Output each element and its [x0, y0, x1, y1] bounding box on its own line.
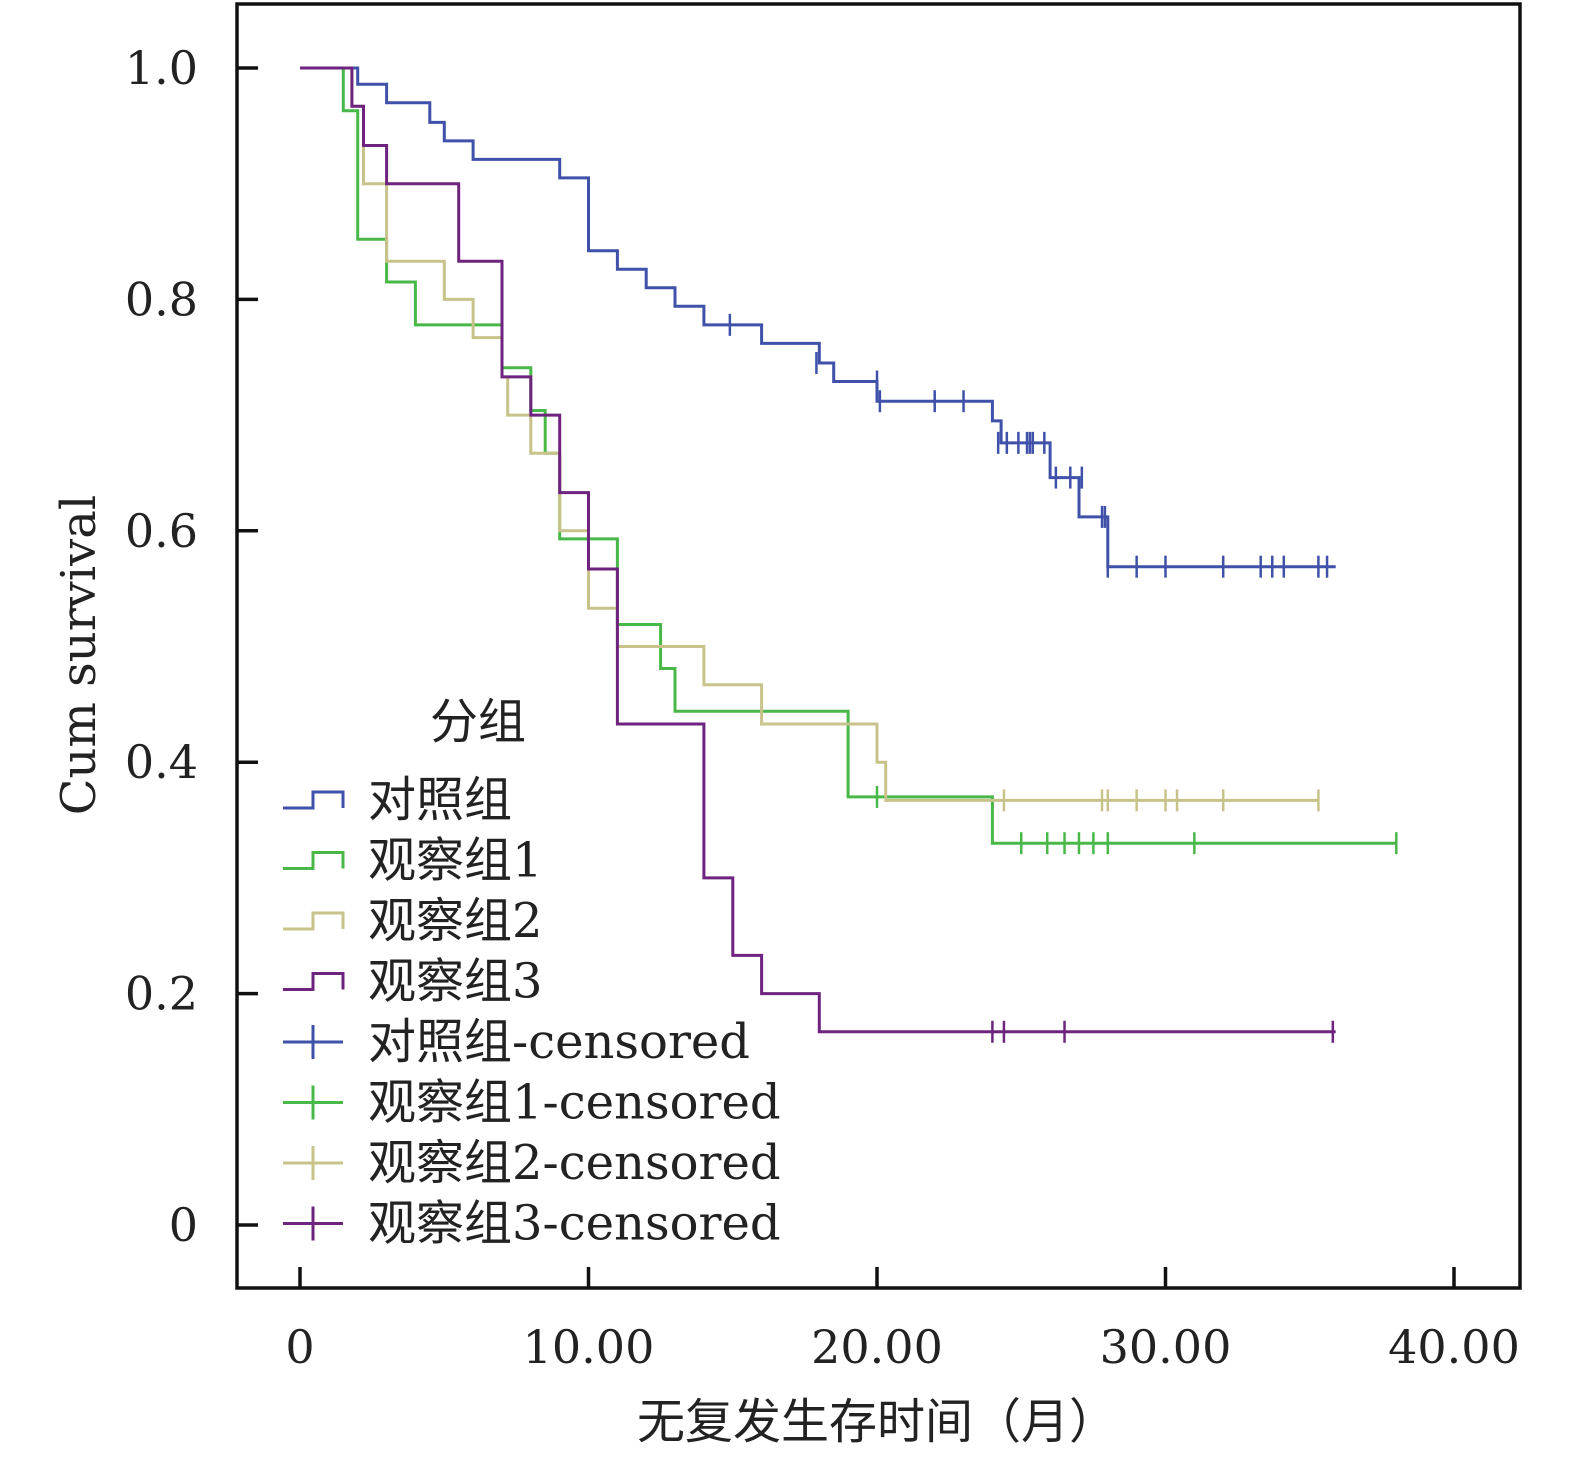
legend: 分组 对照组观察组1观察组2观察组3对照组-censored观察组1-censo…: [283, 694, 781, 1252]
legend-step-swatch: [283, 972, 345, 991]
legend-label: 观察组2: [368, 893, 543, 949]
legend-entry: 观察组1: [283, 833, 543, 889]
x-tick-label: 0: [285, 1320, 314, 1374]
legend-step-swatch: [283, 790, 345, 810]
y-tick-label: 0.6: [125, 504, 198, 558]
legend-label: 观察组1-censored: [368, 1075, 781, 1131]
x-tick-label: 20.00: [811, 1320, 943, 1374]
series-3: [300, 66, 1336, 1043]
y-tick-label: 0: [169, 1198, 198, 1252]
legend-label: 对照组-censored: [368, 1014, 750, 1070]
legend-entry: 观察组2: [283, 893, 543, 949]
legend-label: 观察组1: [368, 833, 543, 889]
legend-entry: 观察组1-censored: [283, 1075, 781, 1131]
y-tick-label: 0.4: [125, 735, 198, 789]
x-tick-label: 40.00: [1388, 1320, 1520, 1374]
y-axis-title: Cum survival: [51, 495, 107, 815]
legend-title: 分组: [430, 694, 526, 750]
series-2: [300, 66, 1320, 812]
y-tick-label: 1.0: [125, 41, 198, 95]
legend-entry: 对照组: [283, 772, 512, 828]
legend-entry: 观察组3: [283, 954, 543, 1010]
legend-label: 对照组: [368, 772, 512, 828]
y-tick-label: 0.8: [125, 272, 198, 326]
legend-label: 观察组3-censored: [368, 1196, 781, 1252]
y-tick-label: 0.2: [125, 967, 198, 1021]
series-line: [300, 66, 1336, 569]
x-axis: 0 10.00 20.00 30.00 40.00: [285, 1267, 1520, 1374]
x-tick-label: 10.00: [523, 1320, 655, 1374]
legend-step-swatch: [283, 851, 345, 870]
legend-step-swatch: [283, 911, 345, 931]
legend-label: 观察组2-censored: [368, 1135, 781, 1191]
y-axis: 0 0.2 0.4 0.6 0.8 1.0: [125, 41, 258, 1252]
series-0: [300, 66, 1336, 578]
series-line: [300, 66, 1336, 1034]
legend-entry: 观察组3-censored: [283, 1196, 781, 1252]
series-line: [300, 66, 1319, 802]
x-axis-title: 无复发生存时间（月）: [637, 1394, 1117, 1450]
x-tick-label: 30.00: [1100, 1320, 1232, 1374]
legend-label: 观察组3: [368, 954, 543, 1010]
legend-entry: 对照组-censored: [283, 1014, 750, 1070]
series-layer: [300, 66, 1398, 1043]
legend-entry: 观察组2-censored: [283, 1135, 781, 1191]
